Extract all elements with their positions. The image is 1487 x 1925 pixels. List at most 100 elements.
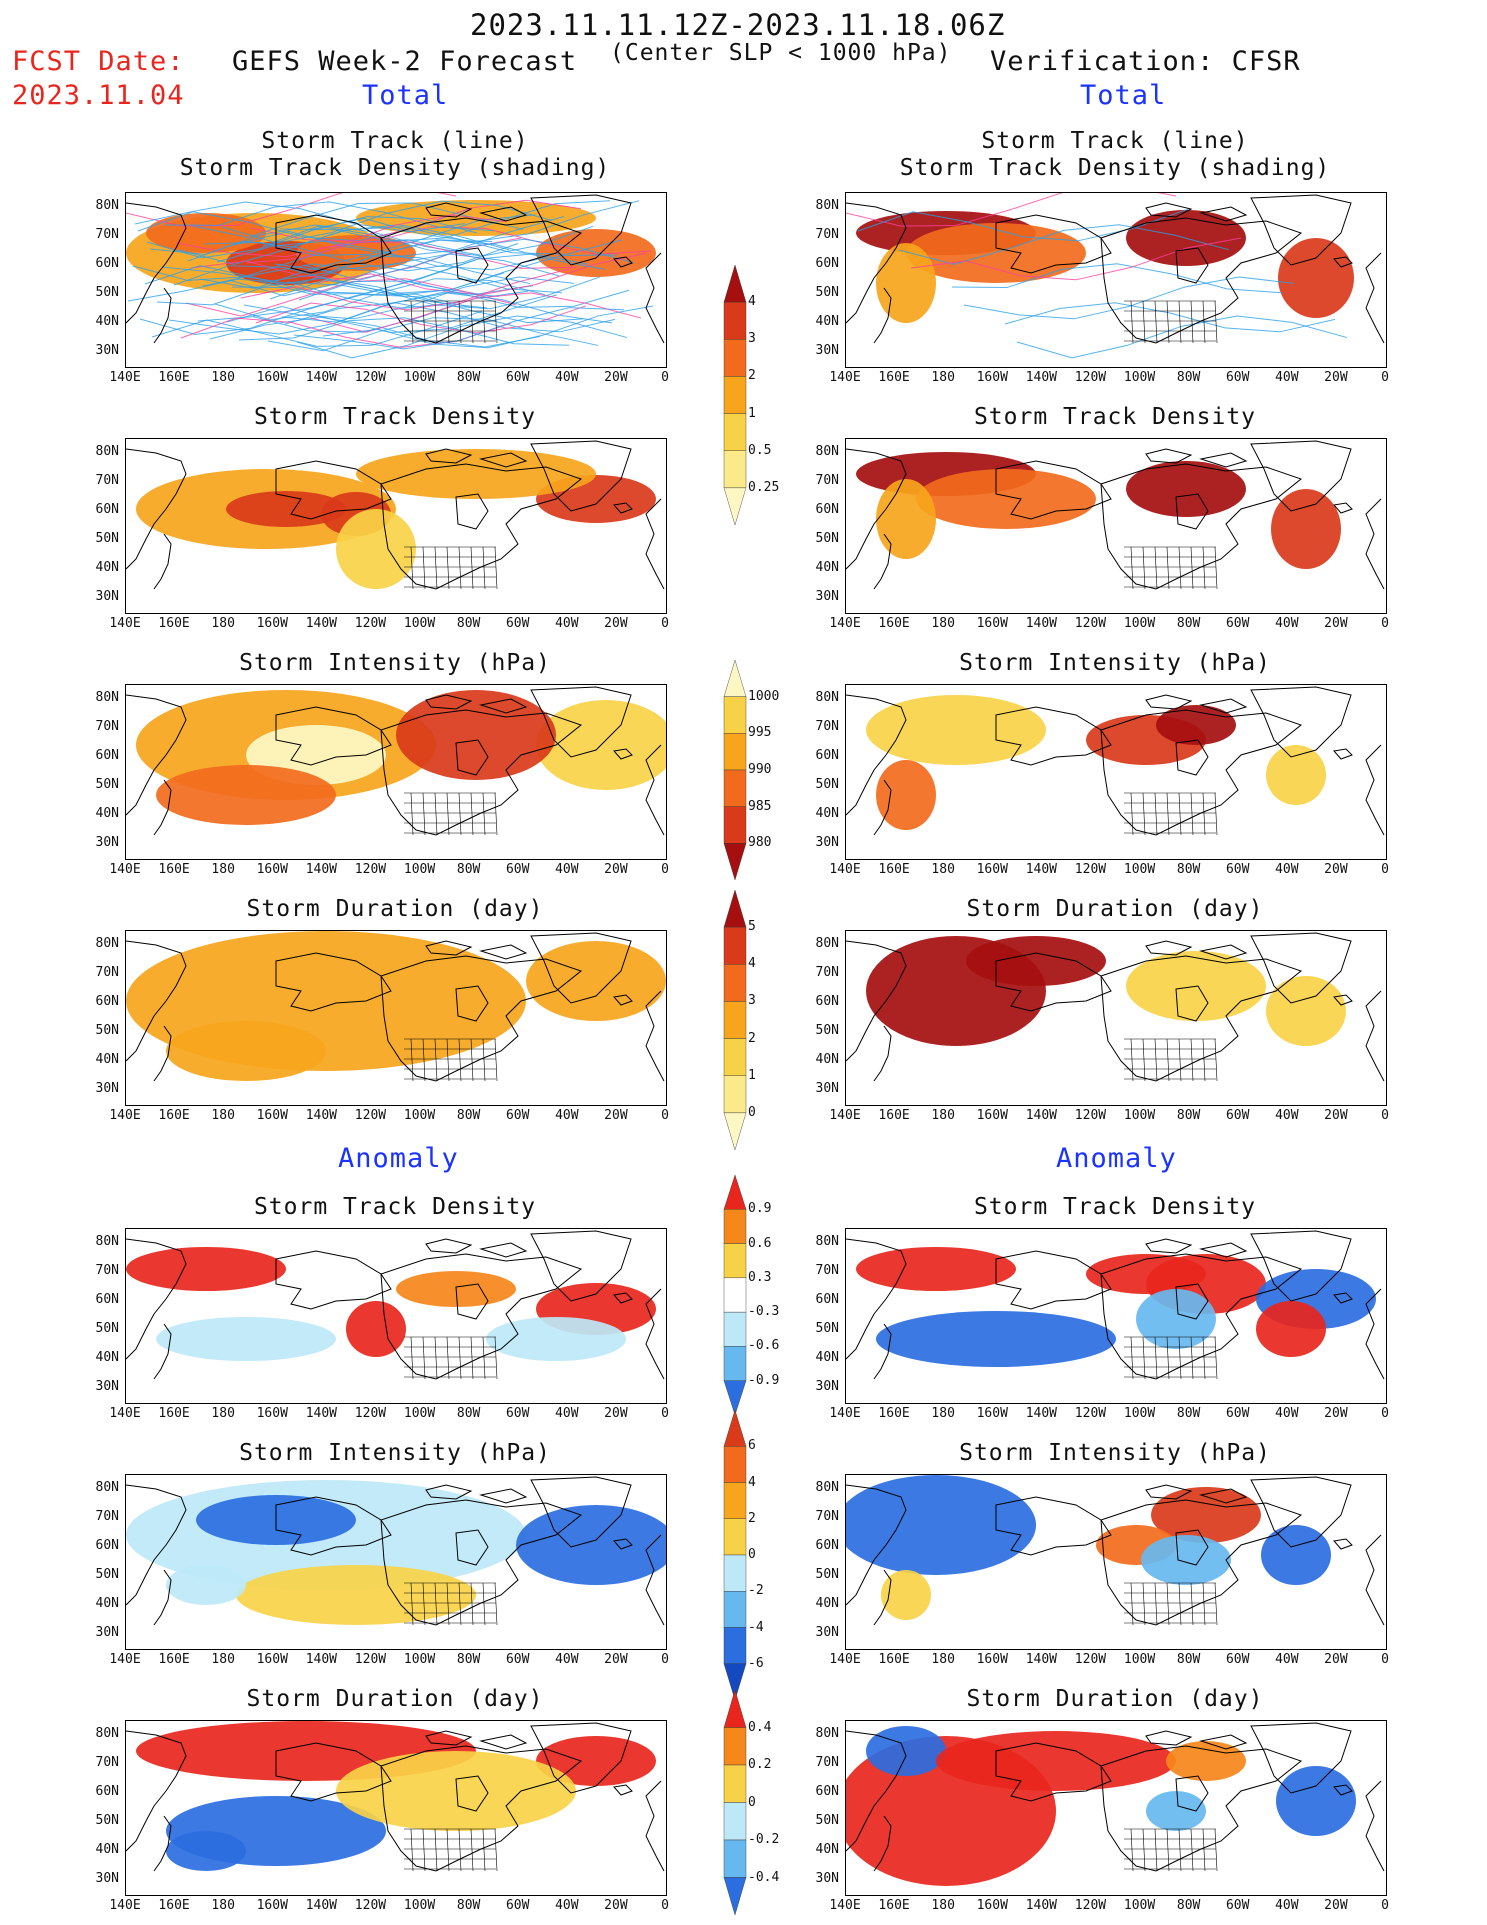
lon-tick-label: 160W: [256, 1406, 288, 1421]
colorbar-label: 0.9: [748, 1201, 772, 1217]
colorbar-label: 985: [748, 798, 772, 814]
coastline: [1175, 493, 1209, 530]
coastline: [873, 1323, 892, 1380]
lon-tick-label: 40W: [1275, 370, 1299, 385]
lat-tick-label: 80N: [95, 444, 119, 459]
lon-tick-label: 140E: [829, 1652, 861, 1667]
colorbar-label: 0: [748, 1794, 756, 1810]
lon-tick-label: 140E: [829, 1898, 861, 1913]
colorbar-swatch: [723, 1482, 747, 1519]
lat-tick-label: 70N: [95, 473, 119, 488]
shading-region: [296, 235, 416, 271]
coastline: [1333, 1292, 1353, 1304]
coastline: [1333, 1538, 1353, 1550]
lon-tick-label: 60W: [1225, 1108, 1250, 1123]
coastline: [455, 1529, 489, 1566]
lat-tick-label: 30N: [815, 343, 839, 358]
storm-track-line: [187, 240, 519, 272]
colorbar-duration_anom: [723, 1690, 747, 1916]
lon-tick-label: 120W: [1074, 1406, 1107, 1421]
lon-tick-label: 100W: [403, 1898, 436, 1913]
coastline: [425, 1730, 473, 1746]
coastline: [873, 1025, 892, 1082]
storm-track-line: [910, 237, 1242, 281]
colorbar-duration_total: [723, 890, 747, 1151]
map-panel-l5: [125, 1228, 667, 1404]
storm-track-line: [139, 293, 471, 335]
lon-tick-label: 40W: [555, 616, 579, 631]
coastline: [1175, 1529, 1209, 1566]
coastline: [380, 1499, 583, 1626]
lon-tick-label: 140W: [305, 1406, 338, 1421]
colorbar-label: 4: [748, 956, 756, 972]
lon-tick-label: 160E: [158, 1652, 190, 1667]
shading-region: [876, 479, 936, 559]
lon-tick-label: 0: [661, 1406, 669, 1421]
coastline: [425, 940, 473, 956]
lat-tick-label: 60N: [815, 994, 839, 1009]
coastline: [645, 1534, 665, 1626]
lon-tick-label: 20W: [1324, 370, 1348, 385]
lat-tick-label: 70N: [815, 1755, 839, 1770]
storm-track-line: [228, 253, 560, 297]
storm-track-line: [846, 193, 1177, 227]
left-model-title: GEFS Week-2 Forecast: [232, 46, 578, 77]
map-shading-l2: [126, 440, 665, 590]
lat-tick-label: 50N: [815, 531, 839, 546]
title-l5: Storm Track Density: [253, 1194, 537, 1220]
coastline: [153, 1815, 172, 1872]
lon-tick-label: 160E: [158, 862, 190, 877]
lat-tick-label: 80N: [95, 936, 119, 951]
lon-tick-label: 0: [1381, 1898, 1389, 1913]
storm-track-line: [267, 317, 599, 352]
lon-tick-label: 160E: [878, 1406, 910, 1421]
storm-track-line: [1004, 302, 1336, 333]
lon-tick-label: 180: [211, 370, 235, 385]
lon-tick-label: 100W: [1123, 1898, 1156, 1913]
lat-tick-label: 60N: [95, 502, 119, 517]
coastline: [153, 1569, 172, 1626]
lon-tick-label: 0: [1381, 1406, 1389, 1421]
lon-tick-label: 160E: [158, 1898, 190, 1913]
lon-tick-label: 160W: [256, 1652, 288, 1667]
lon-tick-label: 160E: [878, 616, 910, 631]
coastline: [1175, 247, 1209, 284]
lon-tick-label: 160W: [976, 1406, 1008, 1421]
lat-tick-label: 50N: [815, 1023, 839, 1038]
colorbar-label: 0.6: [748, 1235, 772, 1251]
coastline: [1365, 1534, 1385, 1626]
coastline: [380, 709, 583, 836]
lon-tick-label: 0: [661, 1898, 669, 1913]
colorbar-swatch: [723, 1277, 747, 1313]
coastline: [1175, 1283, 1209, 1320]
coastline: [380, 1253, 583, 1380]
shading-region: [1136, 1289, 1216, 1349]
map-shading-l6: [126, 1476, 666, 1626]
lon-tick-label: 180: [211, 616, 235, 631]
lon-tick-label: 120W: [354, 1652, 387, 1667]
lon-tick-label: 140E: [829, 862, 861, 877]
map-panel-r2: [845, 438, 1387, 614]
lon-tick-label: 160W: [976, 1652, 1008, 1667]
right-section-total: Total: [1080, 80, 1167, 111]
coastline: [380, 955, 583, 1082]
coastline: [1333, 502, 1353, 514]
colorbar-density_total: [723, 265, 747, 526]
colorbar-label: 3: [748, 331, 756, 347]
lon-tick-label: 120W: [1074, 1652, 1107, 1667]
coastline: [380, 463, 583, 590]
coastline: [873, 287, 892, 344]
colorbar-swatch: [723, 376, 747, 414]
title-l7: Storm Duration (day): [246, 1686, 544, 1712]
lon-tick-label: 80W: [1176, 616, 1201, 631]
coastline: [846, 1238, 907, 1360]
lon-tick-label: 60W: [505, 1108, 530, 1123]
colorbar-swatch: [723, 1690, 747, 1728]
coastline: [479, 452, 528, 468]
lon-tick-label: 60W: [1225, 1652, 1250, 1667]
map-panel-r1: [845, 192, 1387, 368]
lon-tick-label: 20W: [1324, 1652, 1348, 1667]
storm-track-line: [202, 263, 534, 295]
storm-track-line: [255, 302, 587, 334]
storm-track-line: [209, 316, 541, 348]
